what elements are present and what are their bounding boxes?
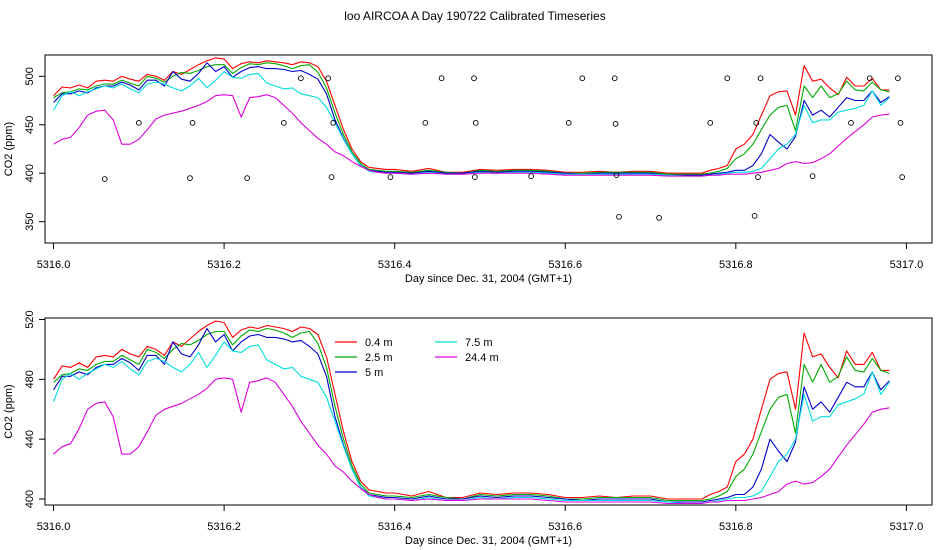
data-point [135, 119, 142, 126]
top-panel: 350 400 450 500 5316.0 5316.2 5316.4 5316.6 5316… [3, 54, 933, 285]
data-point [755, 174, 761, 180]
series-line-5-m [53, 327, 890, 503]
data-point [187, 175, 193, 181]
plot-frame [44, 54, 933, 244]
x-tick-label: 5317.0 [890, 521, 924, 533]
data-point [325, 75, 332, 82]
data-point [387, 174, 394, 180]
x-tick-label: 5316.0 [37, 521, 71, 533]
y-tick-label: 350 [24, 213, 36, 231]
data-point [809, 173, 816, 179]
series-line-24-4-m [53, 94, 890, 177]
data-point [438, 75, 445, 82]
data-point [471, 75, 477, 82]
data-point [579, 75, 586, 82]
data-point [472, 119, 479, 126]
legend-label-7-5-m: 7.5 m [465, 337, 493, 349]
x-tick-label: 5316.0 [37, 259, 71, 271]
y-tick-label: 520 [24, 310, 36, 328]
data-point [565, 119, 572, 126]
data-point [613, 172, 620, 179]
data-point [422, 119, 429, 126]
legend-label-5-m: 5 m [365, 367, 383, 379]
y-tick-label: 440 [24, 430, 36, 448]
series-line-0-4-m [53, 57, 890, 174]
data-point [848, 119, 854, 126]
figure-title: loo AIRCOA A Day 190722 Calibrated Times… [344, 9, 605, 23]
plot-frame [44, 317, 933, 506]
x-tick-label: 5317.0 [890, 259, 924, 271]
y-tick-label: 400 [24, 164, 36, 182]
data-point [616, 213, 622, 220]
data-point [189, 119, 196, 126]
x-axis-label: Day since Dec. 31, 2004 (GMT+1) [405, 273, 572, 285]
data-point [244, 175, 250, 181]
data-point [330, 119, 337, 126]
series-line-7-5-m [53, 70, 890, 177]
series-line-24-4-m [53, 377, 890, 505]
y-tick-label: 450 [24, 116, 36, 134]
data-point [707, 119, 714, 126]
x-tick-label: 5316.6 [548, 259, 582, 271]
data-point [753, 119, 760, 126]
x-axis-label: Day since Dec. 31, 2004 (GMT+1) [405, 535, 572, 547]
data-point [612, 120, 619, 127]
y-tick-label: 400 [24, 490, 36, 508]
legend-label-0-4-m: 0.4 m [365, 337, 393, 349]
bottom-panel: 400 440 480 520 5316.0 5316.2 5316.4 5316.6 5316… [3, 310, 933, 547]
data-point [757, 75, 764, 82]
data-point [280, 119, 287, 126]
series-line-0-4-m [53, 320, 890, 500]
x-tick-label: 5316.6 [548, 521, 582, 533]
x-tick-label: 5316.8 [719, 521, 753, 533]
y-axis-label: CO2 (ppm) [3, 384, 15, 438]
legend-label-24-4-m: 24.4 m [465, 352, 499, 364]
data-point [611, 75, 618, 82]
data-point [472, 174, 478, 180]
data-point [724, 75, 731, 82]
series-line-5-m [53, 62, 890, 176]
x-tick-label: 5316.4 [378, 521, 412, 533]
x-tick-label: 5316.2 [207, 259, 241, 271]
x-tick-label: 5316.4 [378, 259, 412, 271]
legend-label-2-5-m: 2.5 m [365, 352, 393, 364]
data-point [528, 173, 534, 179]
data-point [895, 75, 901, 82]
data-point [656, 214, 662, 221]
y-tick-label: 480 [24, 370, 36, 388]
data-point [101, 176, 108, 182]
data-point [298, 75, 304, 82]
series-line-7-5-m [52, 341, 890, 505]
data-point [899, 174, 905, 180]
data-point [866, 75, 873, 82]
y-tick-label: 500 [24, 67, 36, 85]
data-point [897, 119, 904, 126]
y-axis-label: CO2 (ppm) [3, 122, 15, 176]
x-tick-label: 5316.8 [719, 259, 753, 271]
data-point [328, 174, 335, 180]
x-tick-label: 5316.2 [207, 521, 241, 533]
data-point [751, 213, 758, 219]
